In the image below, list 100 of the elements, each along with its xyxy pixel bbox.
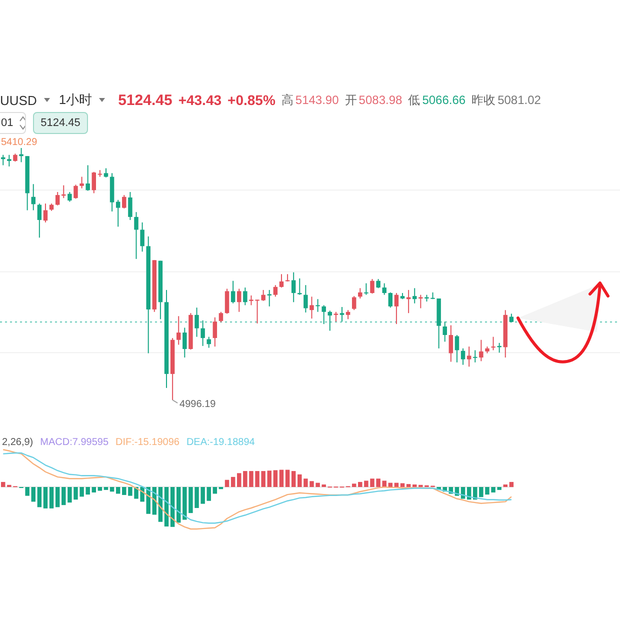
candlestick [479, 339, 484, 362]
bar [92, 487, 96, 492]
annotation: 4996.19 [180, 399, 216, 410]
candlestick [128, 191, 132, 220]
candlestick [273, 284, 278, 298]
text: 1小时 [58, 91, 92, 109]
candlestick [134, 212, 138, 260]
bar [104, 487, 108, 490]
text: 高 [281, 92, 294, 108]
text: 5124.45 [118, 92, 172, 108]
candlestick [74, 184, 78, 200]
bar [279, 470, 284, 487]
bar [49, 487, 54, 508]
text: +0.85% [228, 92, 276, 108]
text: 2,26,9) [2, 437, 34, 448]
bar [116, 487, 120, 494]
annotation: 5410.29 [1, 137, 38, 148]
bar [212, 487, 218, 494]
candlestick [370, 278, 374, 294]
bar [406, 484, 411, 487]
candlestick [122, 194, 126, 209]
bar [224, 480, 230, 487]
candlestick [358, 288, 362, 299]
candlestick [86, 164, 90, 192]
bar [237, 473, 242, 487]
candlestick [322, 304, 326, 325]
candlestick [328, 310, 332, 332]
bar [62, 487, 66, 506]
bar [412, 484, 417, 487]
bar [31, 487, 36, 502]
bar [285, 470, 290, 487]
text: 5083.98 [358, 93, 402, 107]
bar [273, 470, 278, 487]
candlestick [31, 184, 36, 211]
candlestick [176, 316, 181, 346]
bar [352, 484, 356, 487]
text: DIF:-15.19096 [116, 437, 180, 448]
candlestick [382, 282, 386, 296]
candlestick [279, 274, 284, 288]
text: 低 [408, 92, 420, 108]
bar [230, 476, 236, 487]
text: 昨收 [472, 92, 496, 108]
candlestick [412, 288, 417, 304]
candlestick [448, 324, 454, 362]
bar [291, 471, 296, 487]
candlestick [340, 306, 344, 322]
candlestick [218, 311, 224, 323]
candlestick [224, 288, 230, 314]
bar [1, 482, 6, 487]
candlestick [116, 199, 120, 228]
bar [110, 487, 114, 492]
candlestick [68, 191, 72, 202]
bar [509, 482, 514, 487]
candlestick [364, 282, 368, 296]
candlestick [394, 292, 399, 325]
bar [37, 487, 42, 508]
candlestick [291, 272, 296, 303]
text: DEA:-19.18894 [186, 437, 256, 448]
candlestick [55, 191, 60, 206]
text: +43.43 [178, 92, 222, 108]
candlestick [194, 307, 199, 338]
text: UUSD [0, 92, 37, 108]
text: 5143.90 [295, 93, 339, 107]
candlestick [310, 296, 314, 320]
candlestick [200, 320, 205, 346]
candlestick [182, 327, 187, 358]
candlestick [237, 288, 242, 312]
candlestick [316, 298, 320, 312]
candlestick [43, 203, 48, 223]
candlestick [206, 336, 211, 348]
candlestick [454, 334, 460, 363]
candlestick [491, 336, 496, 351]
text: 5124.45 [33, 112, 88, 134]
candlestick [304, 284, 308, 313]
candlestick [285, 274, 290, 282]
bar [400, 483, 405, 487]
candlestick [388, 292, 393, 308]
candlestick [104, 168, 108, 178]
text: 开 [344, 92, 357, 108]
candlestick [230, 280, 236, 304]
candlestick [473, 350, 478, 363]
candlestick [466, 346, 472, 368]
candlestick [92, 171, 96, 194]
candlestick [7, 154, 12, 167]
bar [55, 487, 60, 508]
candlestick [37, 203, 42, 238]
text: 01 [1, 117, 14, 129]
text: 5066.66 [422, 93, 466, 107]
bar [98, 487, 102, 491]
candlestick [334, 311, 338, 322]
candlestick [352, 296, 356, 311]
candlestick [267, 289, 272, 307]
candlestick [80, 176, 84, 189]
candlestick [346, 310, 350, 320]
bar [503, 484, 508, 487]
candlestick [140, 222, 144, 252]
candlestick [243, 287, 248, 306]
candlestick [376, 278, 380, 289]
bar [267, 470, 272, 487]
candlestick [442, 321, 447, 342]
